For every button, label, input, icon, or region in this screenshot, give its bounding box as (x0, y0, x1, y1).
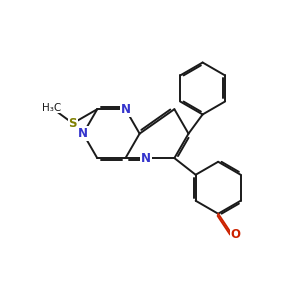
Text: H₃C: H₃C (42, 103, 61, 113)
Text: N: N (78, 127, 88, 140)
Text: N: N (121, 103, 130, 116)
Text: O: O (231, 228, 241, 242)
Text: S: S (68, 117, 77, 130)
Text: N: N (141, 152, 151, 165)
